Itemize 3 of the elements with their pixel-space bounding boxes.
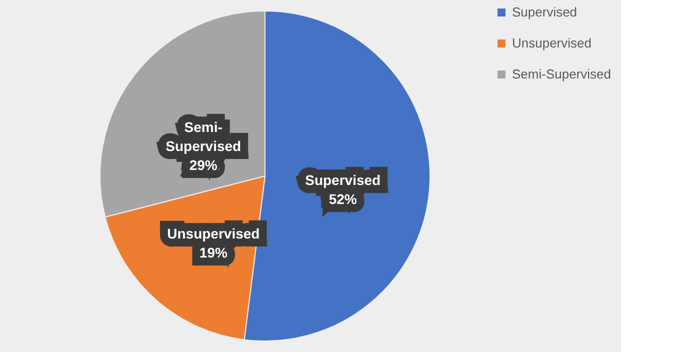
legend-label: Unsupervised (512, 36, 592, 50)
legend-label: Supervised (512, 4, 578, 20)
legend-label: Semi-Supervised (512, 66, 611, 82)
